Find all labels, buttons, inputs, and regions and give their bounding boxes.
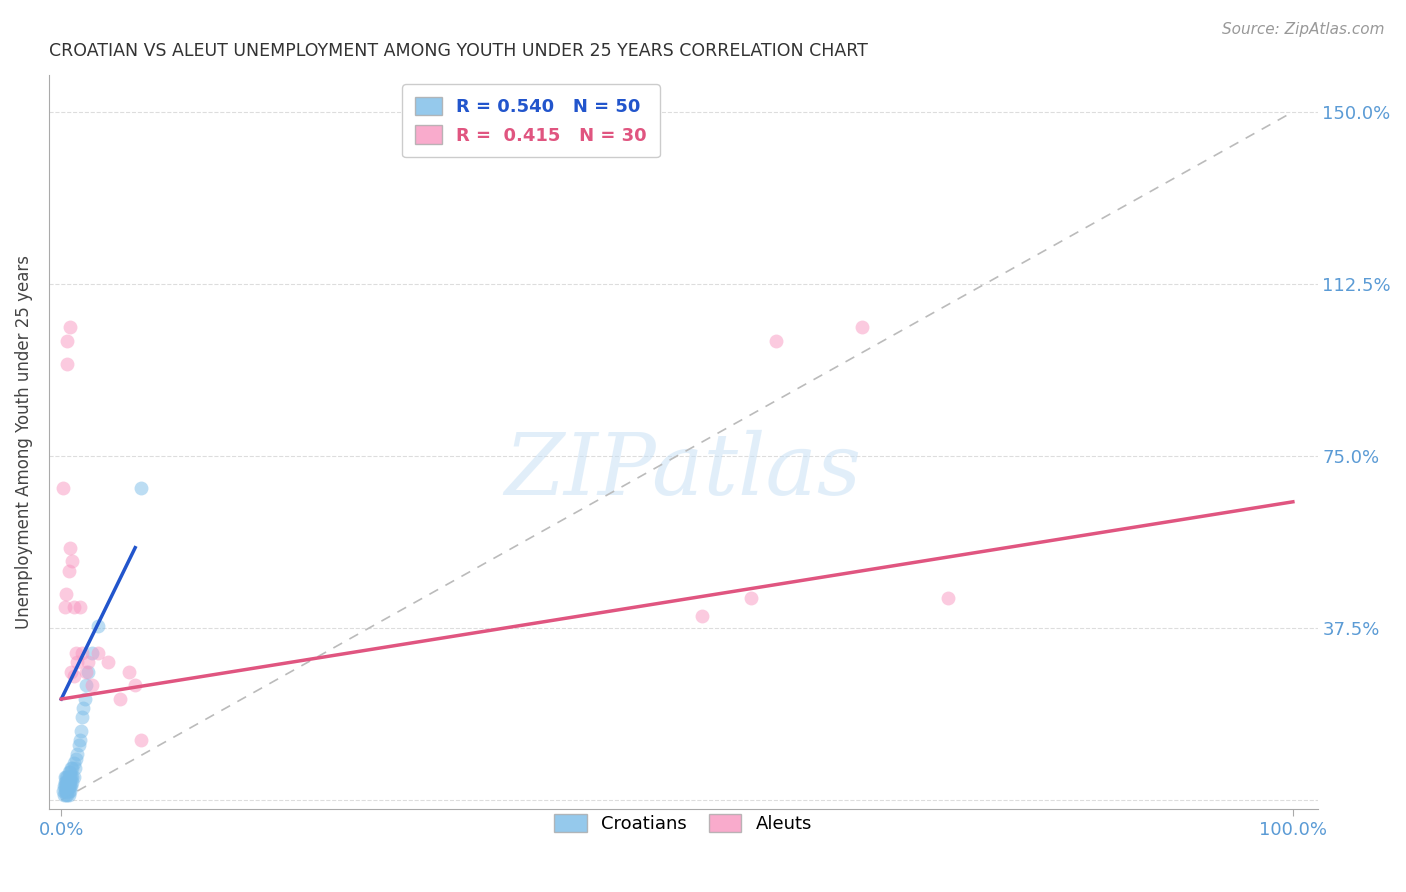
Point — [77, 656, 100, 670]
Point — [65, 646, 87, 660]
Point — [75, 678, 97, 692]
Point — [87, 618, 110, 632]
Point — [59, 765, 82, 780]
Point — [56, 357, 79, 371]
Point — [59, 784, 82, 798]
Point — [53, 770, 76, 784]
Point — [59, 770, 82, 784]
Point — [60, 761, 83, 775]
Text: ZIPatlas: ZIPatlas — [505, 430, 862, 513]
Point — [72, 701, 94, 715]
Point — [80, 678, 103, 692]
Point — [690, 609, 713, 624]
Point — [851, 320, 873, 334]
Point — [110, 692, 132, 706]
Point — [87, 646, 110, 660]
Point — [56, 770, 79, 784]
Point — [60, 770, 83, 784]
Point — [66, 747, 89, 761]
Point — [67, 738, 90, 752]
Point — [936, 591, 959, 606]
Point — [58, 564, 80, 578]
Point — [51, 481, 73, 495]
Point — [59, 774, 82, 789]
Point — [53, 784, 76, 798]
Point — [62, 669, 84, 683]
Point — [765, 334, 787, 349]
Point — [53, 600, 76, 615]
Point — [56, 334, 79, 349]
Text: CROATIAN VS ALEUT UNEMPLOYMENT AMONG YOUTH UNDER 25 YEARS CORRELATION CHART: CROATIAN VS ALEUT UNEMPLOYMENT AMONG YOU… — [49, 42, 868, 60]
Text: Source: ZipAtlas.com: Source: ZipAtlas.com — [1222, 22, 1385, 37]
Point — [62, 756, 84, 771]
Point — [58, 789, 80, 803]
Point — [59, 541, 82, 555]
Point — [60, 779, 83, 793]
Point — [59, 779, 82, 793]
Point — [52, 779, 75, 793]
Point — [58, 774, 80, 789]
Point — [69, 733, 91, 747]
Point — [53, 774, 76, 789]
Point — [80, 646, 103, 660]
Point — [58, 765, 80, 780]
Point — [58, 779, 80, 793]
Point — [53, 779, 76, 793]
Point — [60, 774, 83, 789]
Point — [131, 481, 153, 495]
Point — [131, 733, 153, 747]
Point — [55, 770, 77, 784]
Point — [60, 770, 83, 784]
Point — [58, 784, 80, 798]
Legend: Croatians, Aleuts: Croatians, Aleuts — [544, 803, 823, 844]
Point — [70, 710, 93, 724]
Point — [70, 724, 93, 739]
Point — [60, 665, 83, 679]
Point — [55, 784, 77, 798]
Point — [740, 591, 762, 606]
Point — [56, 774, 79, 789]
Point — [124, 678, 146, 692]
Point — [56, 784, 79, 798]
Point — [56, 789, 79, 803]
Point — [51, 784, 73, 798]
Point — [77, 665, 100, 679]
Point — [75, 665, 97, 679]
Point — [63, 761, 86, 775]
Point — [60, 761, 83, 775]
Point — [56, 779, 79, 793]
Y-axis label: Unemployment Among Youth under 25 years: Unemployment Among Youth under 25 years — [15, 255, 32, 629]
Point — [97, 656, 120, 670]
Point — [60, 554, 83, 568]
Point — [70, 646, 93, 660]
Point — [55, 586, 77, 600]
Point — [55, 779, 77, 793]
Point — [73, 692, 96, 706]
Point — [55, 789, 77, 803]
Point — [58, 770, 80, 784]
Point — [118, 665, 141, 679]
Point — [55, 774, 77, 789]
Point — [52, 789, 75, 803]
Point — [69, 600, 91, 615]
Point — [62, 770, 84, 784]
Point — [62, 600, 84, 615]
Point — [66, 656, 89, 670]
Point — [65, 752, 87, 766]
Point — [59, 320, 82, 334]
